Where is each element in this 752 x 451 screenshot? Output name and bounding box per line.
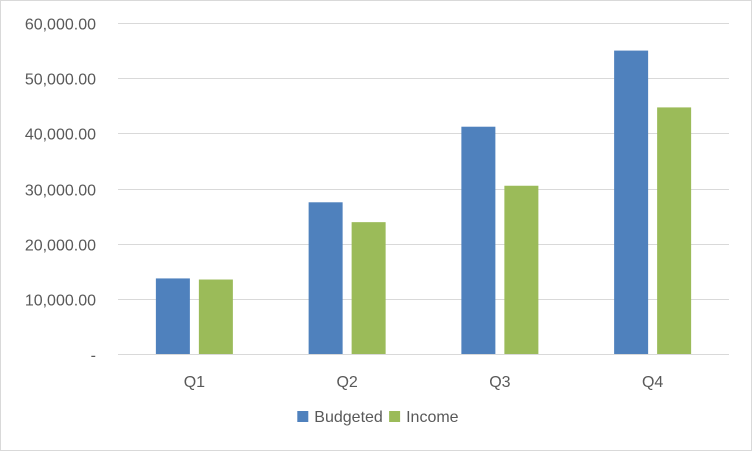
bar-income-q4 bbox=[657, 107, 692, 354]
legend-swatch-budgeted bbox=[297, 411, 309, 422]
y-tick-label: 50,000.00 bbox=[25, 72, 96, 89]
legend-swatch-income bbox=[389, 411, 401, 422]
x-axis-tick-labels: Q1 Q2 Q3 Q4 bbox=[184, 374, 664, 391]
x-tick-label: Q2 bbox=[336, 374, 357, 391]
y-tick-label: 20,000.00 bbox=[25, 238, 96, 255]
bar-income-q1 bbox=[198, 279, 233, 354]
legend: Budgeted Income bbox=[297, 409, 459, 426]
y-tick-label: 30,000.00 bbox=[25, 183, 96, 200]
bar-income-q3 bbox=[504, 185, 539, 354]
y-tick-label: 40,000.00 bbox=[25, 127, 96, 144]
y-tick-label: 10,000.00 bbox=[25, 293, 96, 310]
bars bbox=[155, 50, 692, 354]
legend-label-income: Income bbox=[406, 409, 459, 426]
y-tick-label: - bbox=[91, 348, 96, 365]
y-axis-tick-labels: - 10,000.00 20,000.00 30,000.00 40,000.00 50,… bbox=[25, 17, 96, 365]
x-tick-label: Q1 bbox=[184, 374, 205, 391]
bar-budgeted-q3 bbox=[461, 126, 496, 354]
x-tick-label: Q3 bbox=[489, 374, 510, 391]
y-tick-label: 60,000.00 bbox=[25, 17, 96, 34]
x-tick-label: Q4 bbox=[642, 374, 663, 391]
bar-budgeted-q2 bbox=[308, 202, 343, 354]
legend-label-budgeted: Budgeted bbox=[314, 409, 383, 426]
bar-budgeted-q1 bbox=[155, 278, 190, 354]
bar-budgeted-q4 bbox=[614, 50, 649, 354]
bar-income-q2 bbox=[351, 222, 386, 354]
